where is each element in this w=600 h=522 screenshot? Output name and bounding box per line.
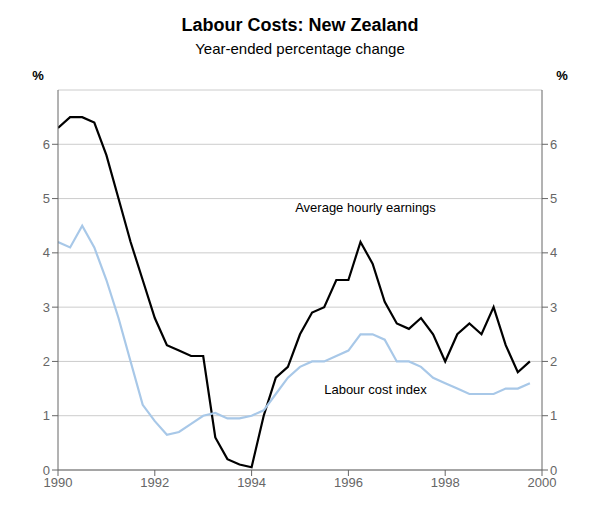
svg-text:1: 1 — [550, 408, 557, 423]
svg-text:%: % — [32, 68, 44, 83]
html-text:Labour Costs: New Zealand: Labour Costs: New Zealand — [181, 15, 419, 35]
svg-text:6: 6 — [550, 137, 557, 152]
svg-text:4: 4 — [43, 245, 50, 260]
svg-text:5: 5 — [43, 191, 50, 206]
svg-text:1992: 1992 — [140, 475, 169, 490]
svg-text:1998: 1998 — [431, 475, 460, 490]
svg-text:3: 3 — [43, 300, 50, 315]
svg-text:1990: 1990 — [43, 475, 73, 491]
svg-text:0: 0 — [43, 463, 50, 478]
svg-text:4: 4 — [550, 245, 557, 260]
svg-text:1: 1 — [43, 408, 50, 423]
svg-text:Average hourly earnings: Average hourly earnings — [295, 200, 436, 215]
svg-text:6: 6 — [43, 137, 50, 152]
svg-text:5: 5 — [550, 191, 557, 206]
svg-text:1994: 1994 — [237, 475, 266, 490]
svg-text:%: % — [556, 68, 568, 83]
svg-text:2: 2 — [43, 354, 50, 369]
svg-text:Labour cost index: Labour cost index — [324, 382, 427, 397]
svg-text:2: 2 — [550, 354, 557, 369]
svg-text:3: 3 — [550, 300, 557, 315]
svg-text:0: 0 — [550, 463, 557, 478]
svg-text:2000: 2000 — [527, 475, 557, 491]
svg-text:1996: 1996 — [334, 475, 363, 490]
html-text:Year-ended percentage change: Year-ended percentage change — [195, 40, 405, 57]
